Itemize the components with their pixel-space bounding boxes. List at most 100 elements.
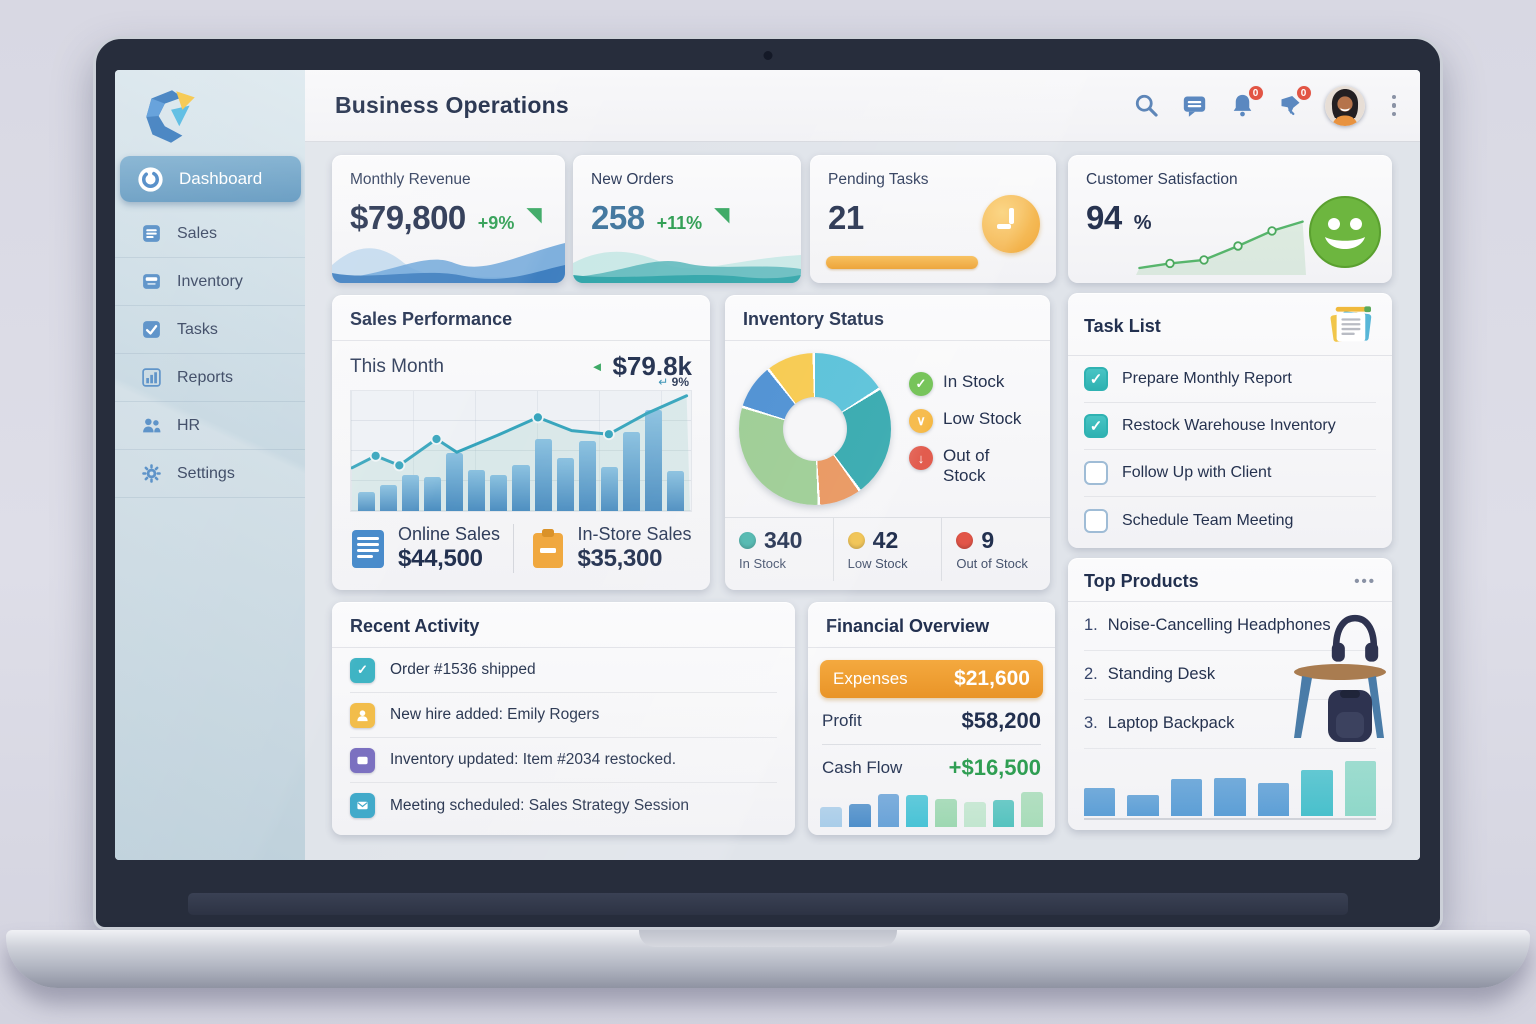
kpi-value: $79,800 (350, 199, 466, 236)
overflow-menu-button[interactable] (1386, 93, 1403, 119)
announcements-button[interactable]: 0 (1277, 85, 1312, 119)
task-label: Prepare Monthly Report (1122, 370, 1292, 387)
kpi-value: 258 (591, 199, 645, 236)
task-row[interactable]: ✓ Prepare Monthly Report (1084, 356, 1376, 403)
screen: Dashboard Sales (115, 70, 1420, 860)
sidebar-item-label: Inventory (177, 272, 243, 290)
sidebar-item-sales[interactable]: Sales (115, 210, 305, 258)
arrow-down-circle-icon: ↓ (909, 446, 933, 470)
inventory-status-card: Inventory Status ✓ In Stock ∨ Low Stock (725, 295, 1050, 590)
teal-dot-icon (739, 532, 756, 549)
laptop-notch (639, 930, 897, 947)
stat-in-stock: 340 In Stock (739, 527, 803, 571)
sidebar-item-label: Tasks (177, 320, 218, 338)
sidebar-item-label: Reports (177, 368, 234, 386)
user-avatar[interactable] (1324, 85, 1365, 126)
activity-label: Meeting scheduled: Sales Strategy Sessio… (390, 796, 689, 814)
product-row: 1. Noise-Cancelling Headphones (1084, 602, 1376, 651)
instore-clipboard-icon (532, 528, 563, 568)
notifications-badge: 0 (1247, 85, 1264, 101)
sidebar-item-label: Settings (177, 464, 235, 482)
clock-icon (982, 195, 1040, 253)
tasks-progress-bar (826, 256, 978, 269)
cashflow-row: Cash Flow +$16,500 (822, 744, 1041, 781)
stat-low-stock: 42 Low Stock (832, 518, 942, 581)
activity-label: New hire added: Emily Rogers (390, 706, 600, 723)
check-circle-icon: ✓ (909, 372, 933, 396)
sidebar-item-dashboard[interactable]: Dashboard (120, 156, 301, 202)
product-rank: 1. (1084, 616, 1098, 634)
online-sales-stat: Online Sales $44,500 (350, 524, 513, 573)
chevron-down-circle-icon: ∨ (909, 409, 933, 433)
product-row: 3. Laptop Backpack (1084, 700, 1376, 749)
top-bar-actions: 0 0 (1133, 85, 1403, 126)
sales-doc-icon (143, 225, 160, 242)
kpi-customer-satisfaction: Customer Satisfaction 94 % (1068, 155, 1392, 283)
expenses-highlight: Expenses $21,600 (820, 660, 1043, 698)
dashboard-icon (138, 166, 163, 192)
notifications-button[interactable]: 0 (1229, 85, 1264, 119)
search-icon (1135, 94, 1158, 117)
sidebar-item-label: Dashboard (179, 169, 263, 188)
card-title: Sales Performance (332, 295, 710, 341)
task-label: Restock Warehouse Inventory (1122, 417, 1336, 434)
person-icon (350, 702, 375, 728)
mail-icon (350, 793, 375, 818)
stat-value: $35,300 (577, 545, 663, 572)
kpi-value: 94 (1086, 199, 1122, 236)
smiley-icon (1308, 195, 1382, 269)
dashboard-content: Monthly Revenue $79,800 +9% ◥ New Orders… (305, 142, 1420, 860)
card-title: Financial Overview (808, 602, 1055, 648)
checkbox-checked-icon[interactable]: ✓ (1084, 414, 1108, 438)
desk-backpack-image (1288, 660, 1388, 752)
period-value: $79.8k (612, 351, 692, 381)
cashflow-mini-bars (820, 783, 1043, 827)
sidebar-item-inventory[interactable]: Inventory (115, 258, 305, 306)
card-menu-button[interactable]: ••• (1354, 573, 1376, 590)
product-rank: 2. (1084, 665, 1098, 683)
headphones-image (1326, 608, 1384, 662)
sidebar-nav: Dashboard Sales (115, 156, 305, 498)
sidebar-item-tasks[interactable]: Tasks (115, 306, 305, 354)
task-label: Schedule Team Meeting (1122, 511, 1294, 529)
instore-sales-stat: In-Store Sales $35,300 (512, 524, 693, 573)
cashflow-label: Cash Flow (822, 758, 903, 777)
laptop-base (6, 930, 1530, 988)
card-title: Top Products (1084, 571, 1199, 591)
box-icon (350, 747, 375, 773)
sidebar-item-label: Sales (177, 224, 218, 242)
trend-left-icon: ◄ (590, 359, 604, 374)
sidebar-item-settings[interactable]: Settings (115, 450, 305, 498)
kpi-unit: % (1133, 212, 1152, 234)
kpi-new-orders: New Orders 258 +11% ◥ (573, 155, 801, 283)
kpi-value: 21 (828, 199, 864, 236)
legend-out-of-stock: ↓ Out of Stock (909, 446, 1034, 486)
notifications-bell-icon (1233, 94, 1251, 117)
checkbox-unchecked-icon[interactable] (1084, 508, 1108, 533)
card-title: Recent Activity (332, 602, 795, 648)
activity-row: Meeting scheduled: Sales Strategy Sessio… (350, 783, 777, 828)
reports-chart-icon (142, 368, 161, 387)
online-sales-doc-icon (352, 529, 384, 568)
sales-trend-line (351, 394, 690, 511)
activity-row: New hire added: Emily Rogers (350, 693, 777, 738)
trend-up-icon: ◥ (714, 204, 730, 226)
task-row[interactable]: Follow Up with Client (1084, 450, 1376, 497)
app-logo (137, 84, 203, 150)
cashflow-value: +$16,500 (948, 755, 1041, 780)
card-title: Inventory Status (725, 295, 1050, 341)
laptop-hinge (188, 893, 1348, 915)
sidebar-item-reports[interactable]: Reports (115, 354, 305, 402)
checkbox-unchecked-icon[interactable] (1084, 461, 1108, 485)
search-button[interactable] (1133, 92, 1160, 119)
sidebar-item-hr[interactable]: HR (115, 402, 305, 450)
financial-overview-card: Financial Overview Expenses $21,600 Prof… (808, 602, 1055, 835)
top-products-card: Top Products ••• 1. Noise-Cancelling Hea… (1068, 558, 1392, 830)
messages-button[interactable] (1181, 92, 1208, 119)
task-row[interactable]: ✓ Restock Warehouse Inventory (1084, 403, 1376, 450)
checkbox-checked-icon[interactable]: ✓ (1084, 367, 1108, 391)
yellow-dot-icon (847, 532, 865, 549)
profit-row: Profit $58,200 (822, 708, 1041, 734)
task-row[interactable]: Schedule Team Meeting (1084, 497, 1376, 544)
activity-row: Inventory updated: Item #2034 restocked. (350, 738, 777, 783)
